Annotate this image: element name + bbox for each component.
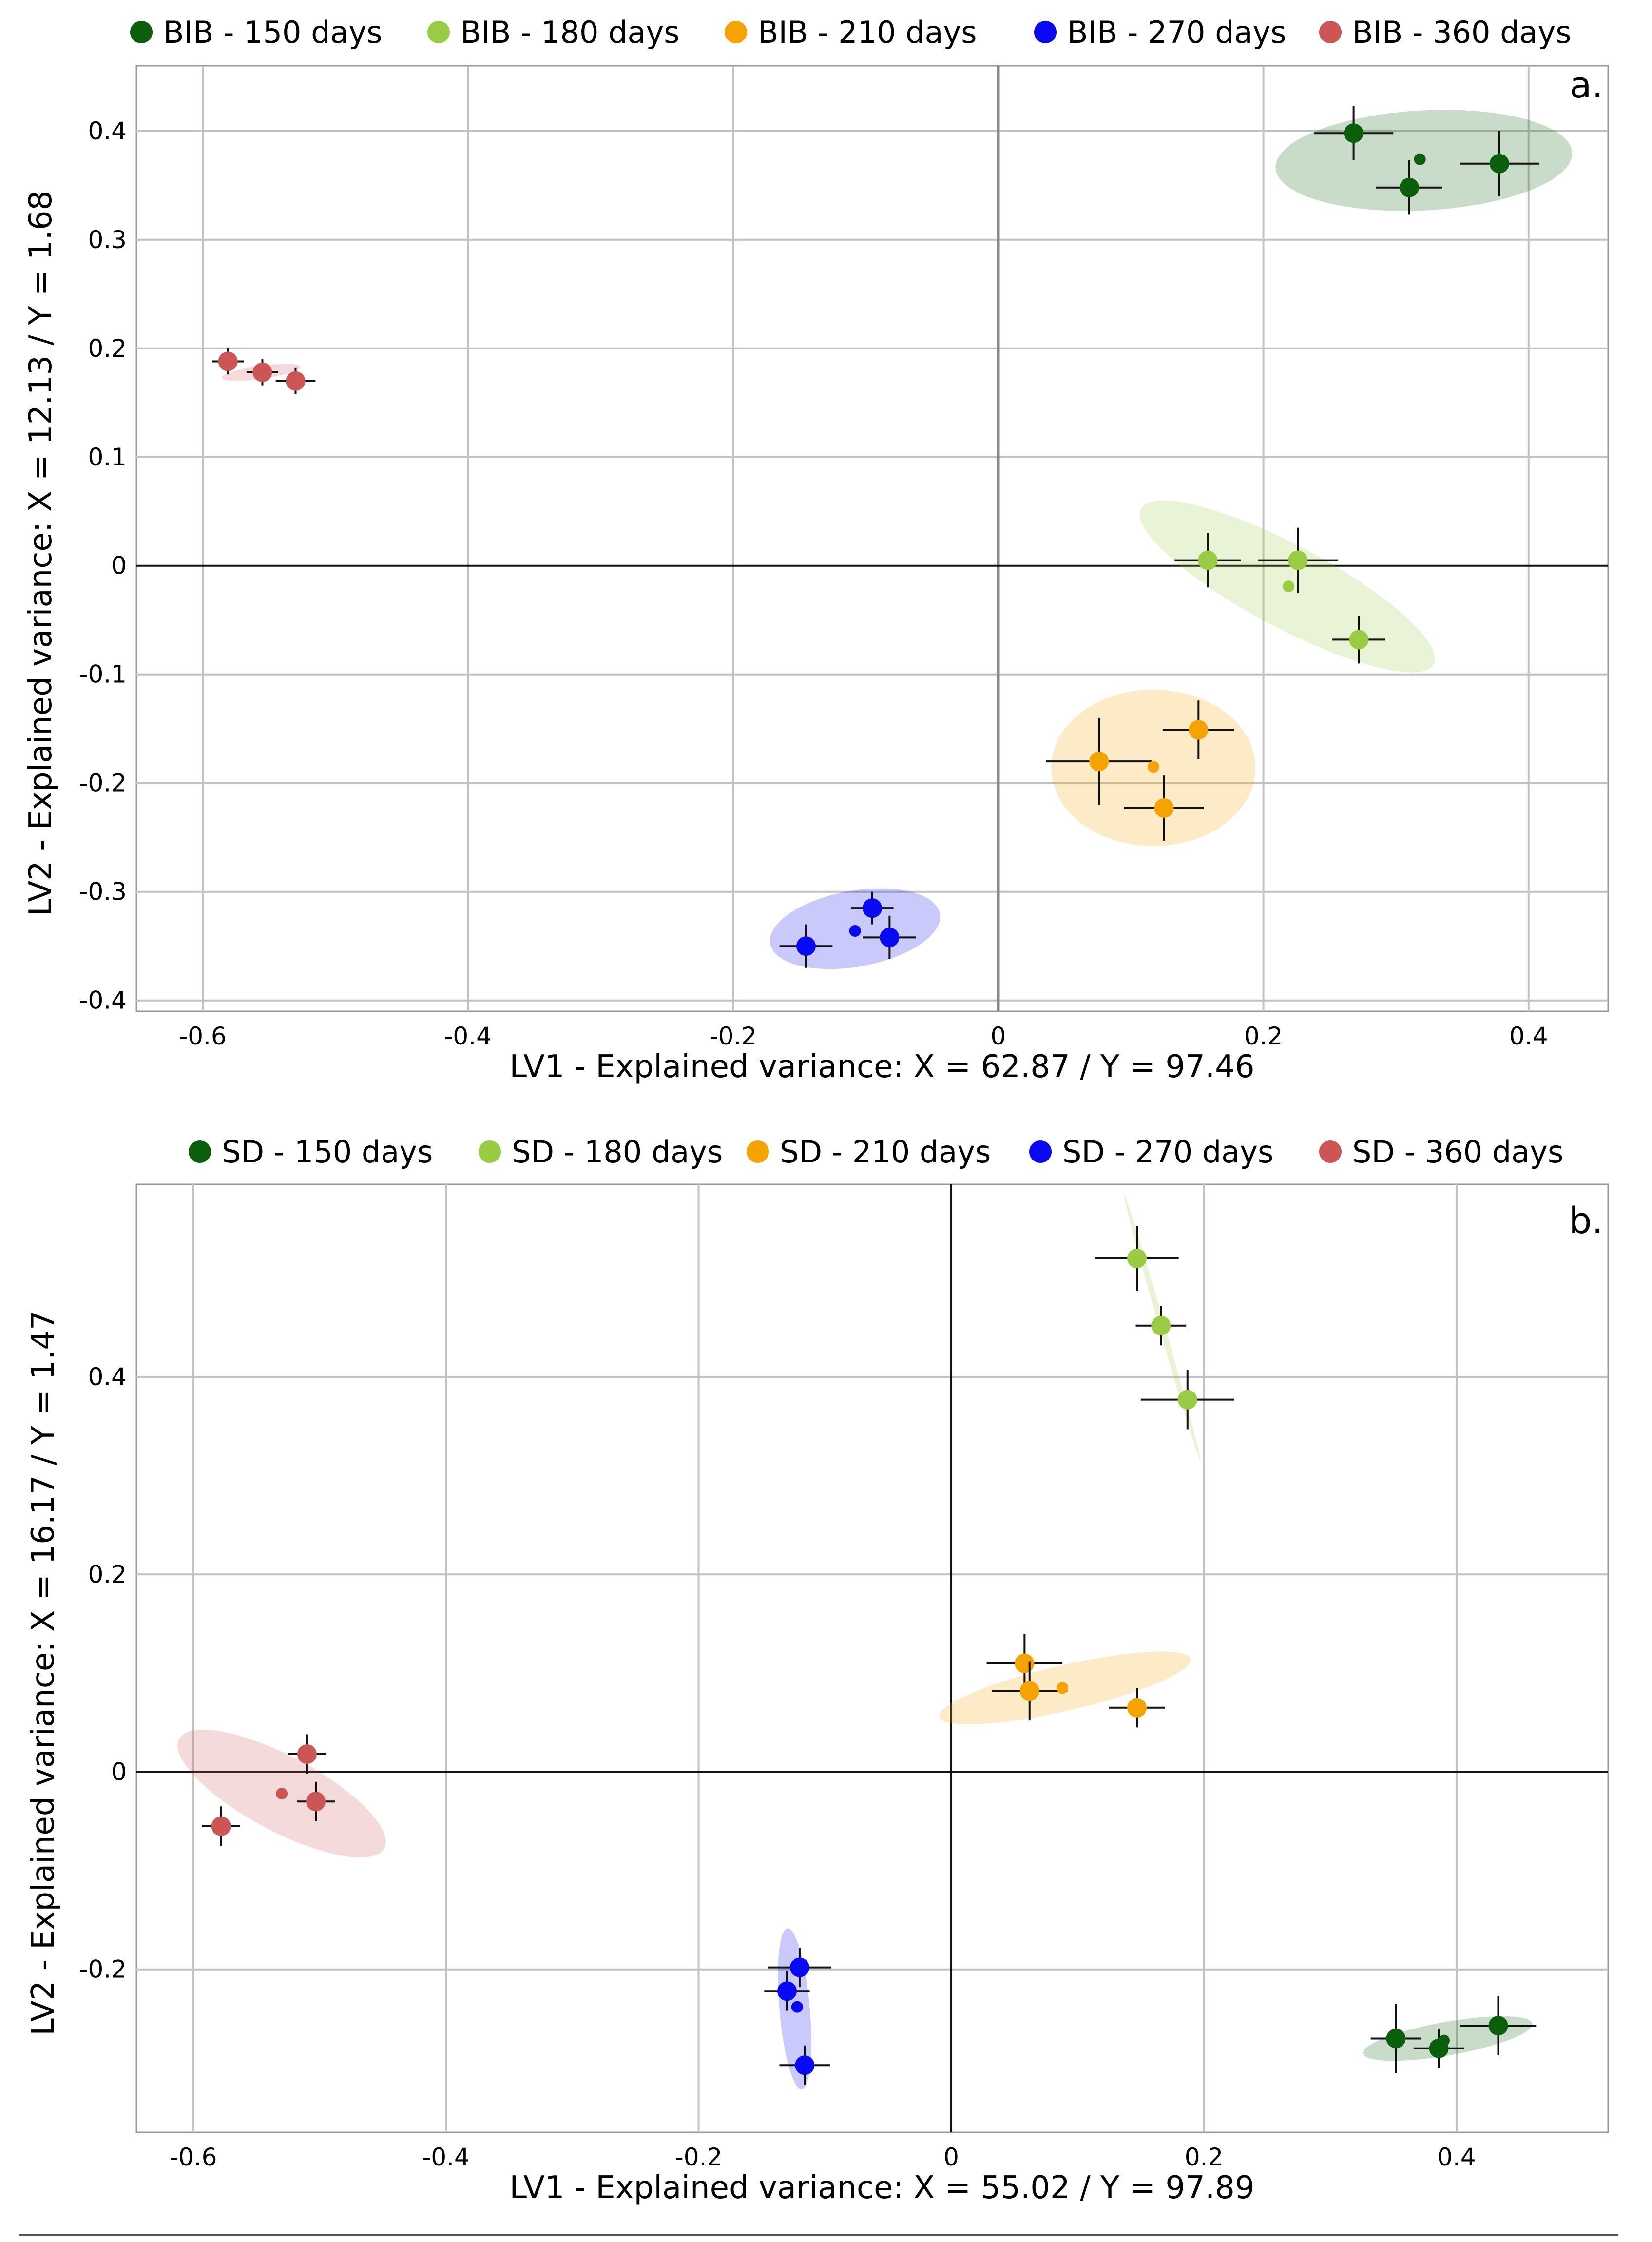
- x-tick-label: 0: [991, 1022, 1006, 1050]
- legend-label-0: BIB - 150 days: [163, 15, 383, 50]
- y-tick-label: -0.1: [79, 660, 127, 689]
- data-point: [1154, 798, 1174, 818]
- panel-label: b.: [1569, 1200, 1604, 1242]
- y-tick-label: 0.1: [88, 443, 127, 471]
- y-tick-label: 0.2: [88, 1560, 127, 1588]
- y-axis-label: LV2 - Explained variance: X = 16.17 / Y …: [25, 1310, 61, 2036]
- plot-area: [135, 65, 1609, 1012]
- data-point: [795, 2055, 815, 2075]
- legend-marker-0: [130, 21, 153, 43]
- centroid-point: [849, 925, 861, 937]
- y-tick-label: -0.2: [79, 769, 127, 797]
- centroid-point: [1147, 761, 1159, 773]
- data-point: [1386, 2029, 1406, 2049]
- y-tick-label: 0.3: [88, 226, 127, 254]
- legend-label-4: BIB - 360 days: [1352, 15, 1572, 50]
- x-tick-label: -0.6: [179, 1022, 227, 1050]
- legend-label-3: BIB - 270 days: [1067, 15, 1287, 50]
- y-tick-label: 0: [111, 1758, 127, 1786]
- legend-marker-0: [189, 1140, 211, 1163]
- legend-label-1: SD - 180 days: [512, 1134, 723, 1170]
- data-point: [1127, 1248, 1147, 1268]
- data-point: [218, 351, 238, 371]
- data-point: [777, 1981, 797, 2001]
- data-point: [1288, 550, 1308, 570]
- y-axis-label: LV2 - Explained variance: X = 12.13 / Y …: [23, 191, 59, 916]
- x-tick-label: -0.4: [422, 2143, 470, 2171]
- centroid-point: [255, 366, 267, 378]
- x-tick-label: 0.4: [1509, 1022, 1548, 1050]
- legend-marker-2: [747, 1140, 769, 1163]
- data-point: [863, 898, 882, 918]
- x-tick-label: 0: [943, 2143, 959, 2171]
- data-point: [1399, 177, 1419, 197]
- chart-panel-0: -0.6 -0.4 -0.2 0 0.2 0.4 -0.4 -0.3 -0.2 -0.1 0 0.1 0…: [23, 15, 1609, 1085]
- data-point: [286, 371, 306, 391]
- x-axis-label: LV1 - Explained variance: X = 55.02 / Y …: [509, 2170, 1254, 2206]
- x-axis-label: LV1 - Explained variance: X = 62.87 / Y …: [509, 1049, 1254, 1085]
- data-point: [1198, 550, 1218, 570]
- centroid-point: [1057, 1682, 1069, 1694]
- legend-marker-3: [1034, 21, 1057, 43]
- legend-label-4: SD - 360 days: [1352, 1134, 1563, 1170]
- data-point: [1015, 1653, 1035, 1673]
- y-tick-label: 0.2: [88, 334, 127, 363]
- data-point: [1019, 1681, 1039, 1701]
- data-point: [1127, 1698, 1147, 1718]
- legend-label-3: SD - 270 days: [1062, 1134, 1273, 1170]
- data-point: [297, 1744, 317, 1764]
- legend-label-2: SD - 210 days: [780, 1134, 991, 1170]
- x-tick-label: 0.2: [1244, 1022, 1283, 1050]
- data-point: [1489, 154, 1509, 174]
- centroid-point: [1156, 1321, 1168, 1334]
- legend-marker-4: [1319, 21, 1342, 43]
- chart-panel-1: -0.6 -0.4 -0.2 0 0.2 0.4 -0.2 0 0.2 0.4 SD - 150 d…: [25, 1134, 1609, 2206]
- data-point: [1344, 123, 1364, 143]
- data-point: [796, 936, 816, 956]
- plot-marks: [177, 1194, 1537, 2090]
- y-tick-label: 0.4: [88, 117, 127, 145]
- centroid-point: [791, 2001, 803, 2013]
- panel-label: a.: [1570, 64, 1603, 106]
- legend-label-1: BIB - 180 days: [461, 15, 680, 50]
- legend-marker-1: [479, 1140, 501, 1163]
- centroid-point: [1414, 153, 1426, 165]
- y-tick-label: -0.3: [79, 878, 127, 906]
- x-tick-label: -0.4: [444, 1022, 492, 1050]
- legend-label-0: SD - 150 days: [222, 1134, 433, 1170]
- x-tick-label: 0.2: [1185, 2143, 1224, 2171]
- x-tick-label: -0.2: [710, 1022, 757, 1050]
- data-point: [789, 1957, 809, 1977]
- data-point: [211, 1816, 231, 1836]
- y-tick-label: -0.2: [79, 1955, 127, 1984]
- y-tick-label: -0.4: [79, 986, 127, 1015]
- data-point: [1349, 630, 1369, 650]
- legend-label-2: BIB - 210 days: [758, 15, 977, 50]
- data-point: [1189, 720, 1209, 740]
- centroid-point: [276, 1788, 288, 1800]
- legend-marker-1: [427, 21, 450, 43]
- legend-marker-3: [1029, 1140, 1052, 1163]
- centroid-point: [1438, 2034, 1450, 2047]
- centroid-point: [1283, 580, 1295, 593]
- x-tick-label: -0.6: [170, 2143, 217, 2171]
- data-point: [880, 928, 900, 947]
- data-point: [1488, 2016, 1508, 2036]
- legend-marker-2: [725, 21, 747, 43]
- y-tick-label: 0.4: [88, 1363, 127, 1391]
- data-point: [1089, 752, 1109, 772]
- legend-marker-4: [1319, 1140, 1342, 1163]
- data-point: [1177, 1390, 1197, 1410]
- x-tick-label: 0.4: [1437, 2143, 1476, 2171]
- y-tick-label: 0: [111, 552, 127, 580]
- plot-area: [135, 1183, 1609, 2133]
- data-point: [306, 1792, 326, 1812]
- x-tick-label: -0.2: [675, 2143, 723, 2171]
- plot-marks: [212, 106, 1573, 969]
